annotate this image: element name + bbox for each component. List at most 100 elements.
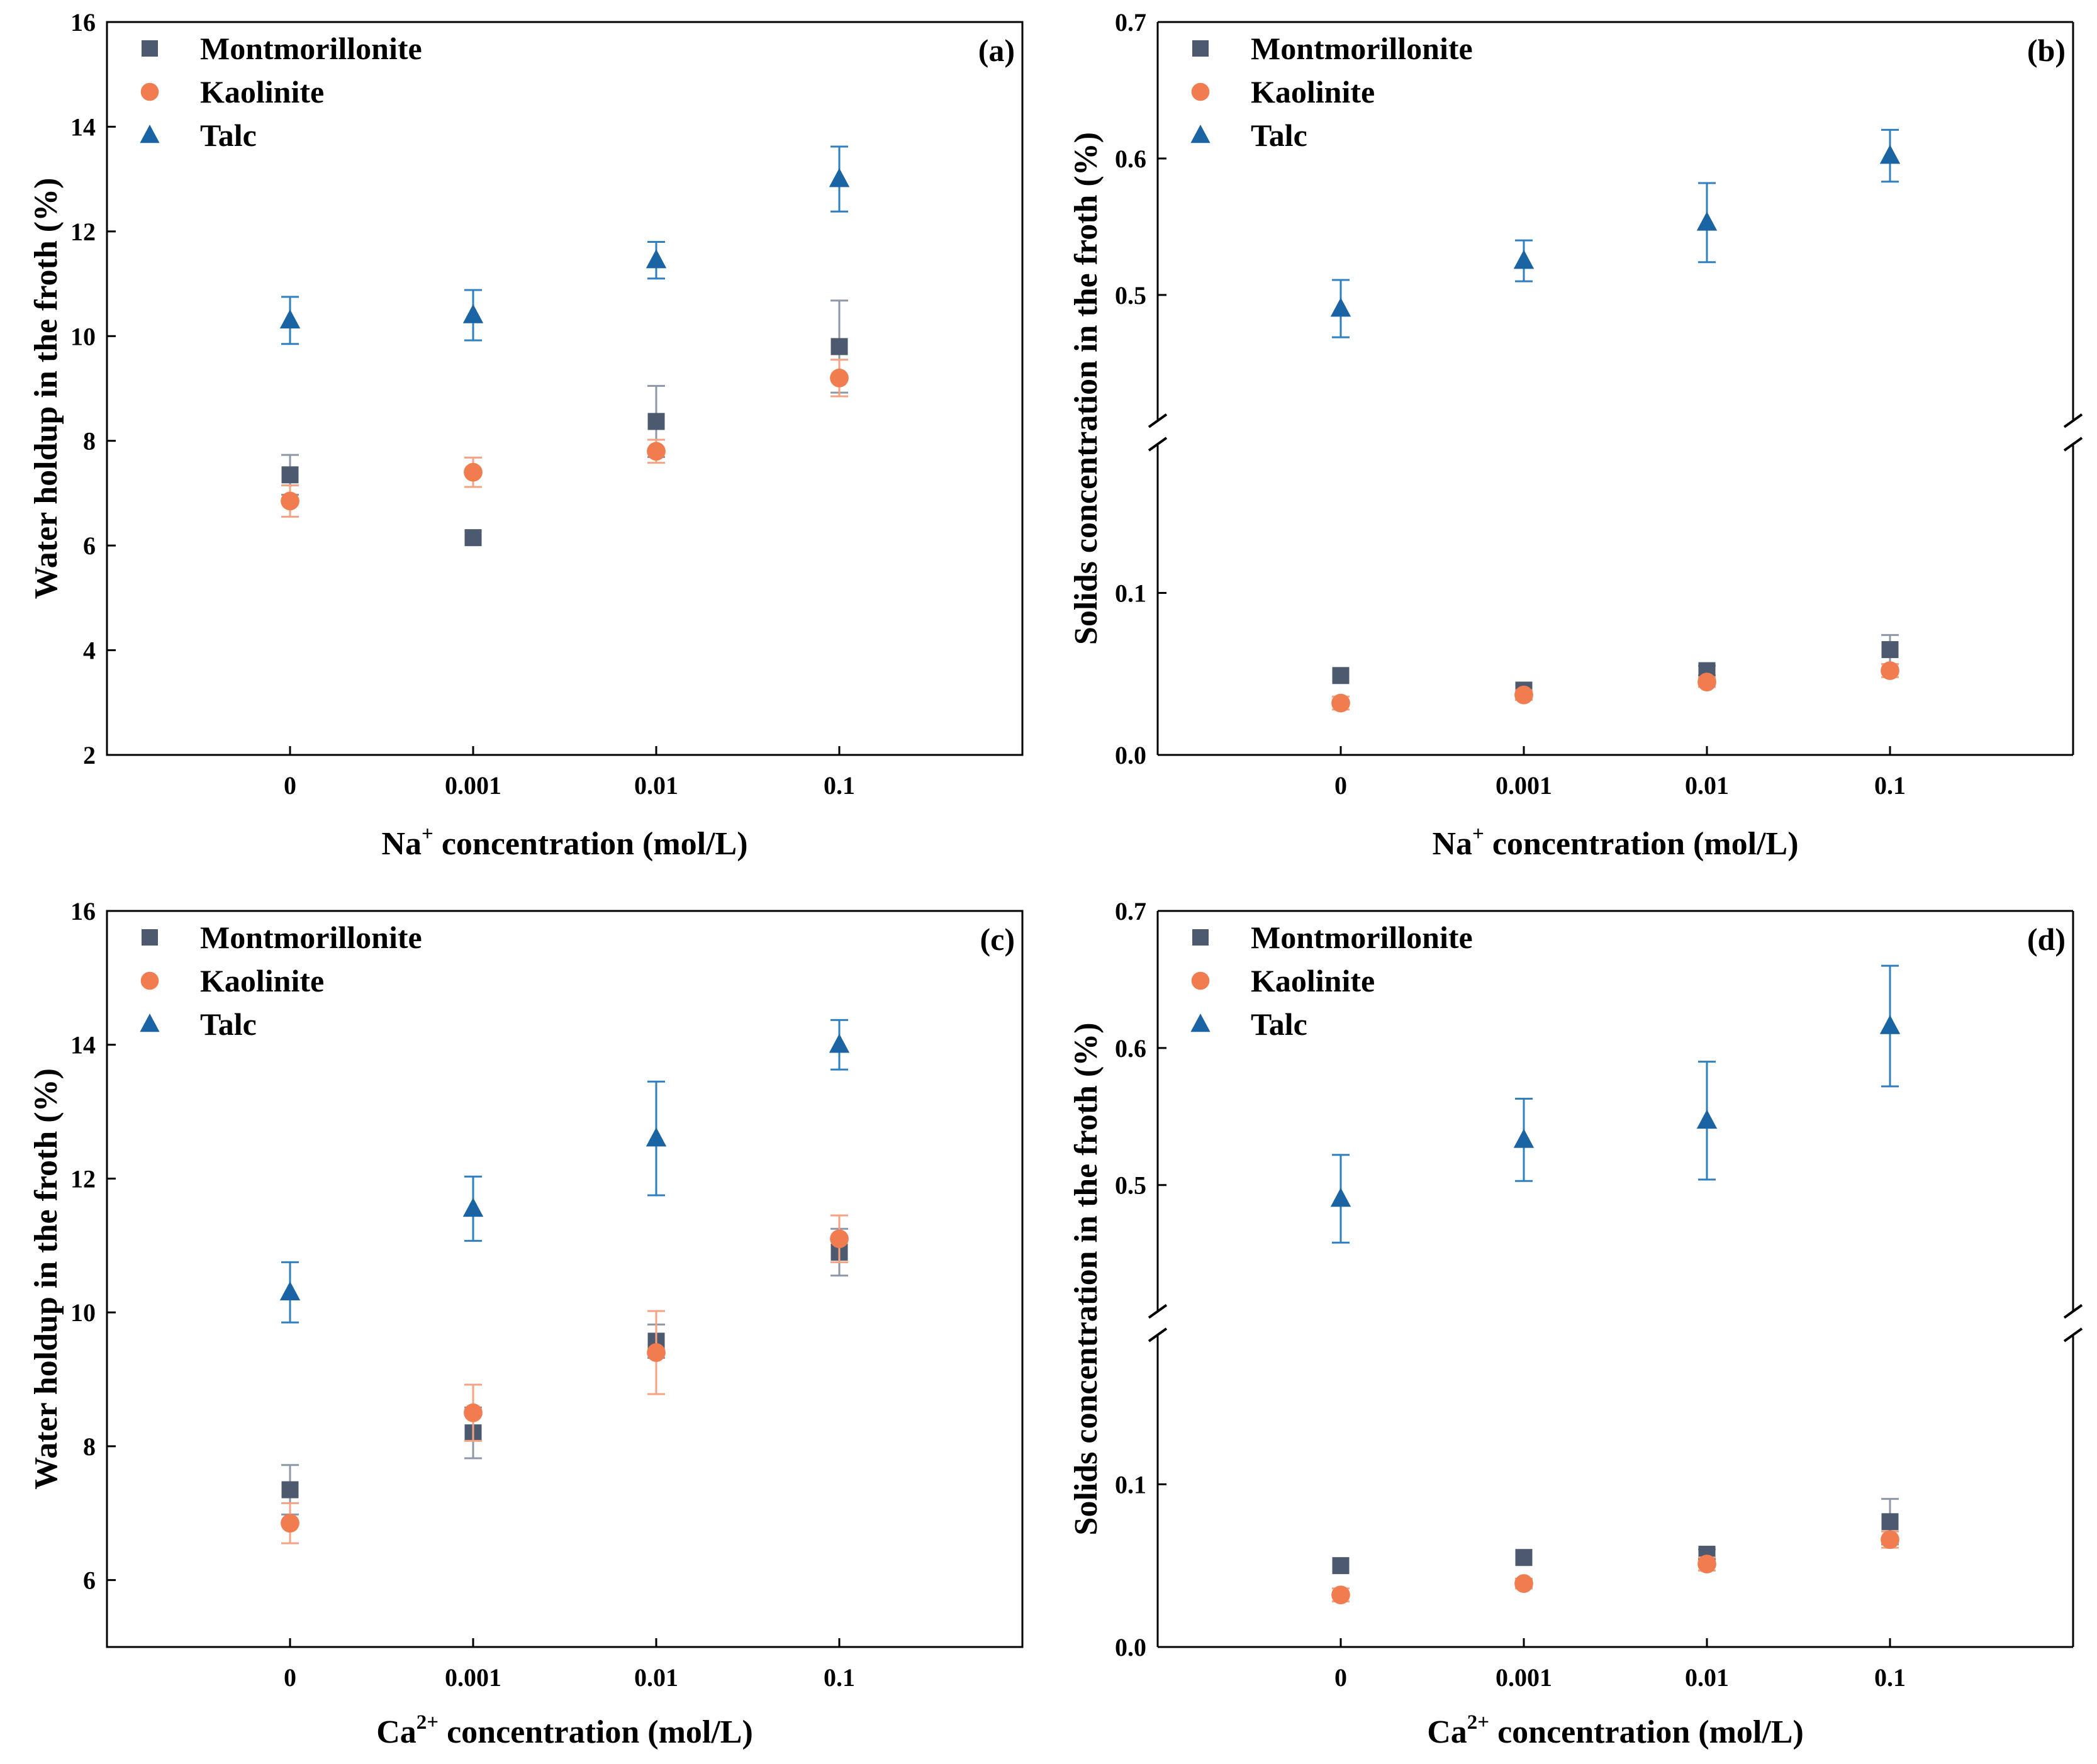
legend: Montmorillonite Kaolinite Talc: [140, 920, 422, 1042]
y-tick-label: 8: [83, 1432, 96, 1461]
y-tick-label: 10: [70, 1298, 96, 1327]
triangle-marker-icon: [1190, 1013, 1211, 1032]
data-point: [1881, 661, 1899, 680]
data-point: [1697, 673, 1716, 691]
data-point: [464, 1403, 483, 1422]
series-talc: [279, 145, 850, 345]
data-point: [1696, 211, 1718, 231]
data-point: [829, 1034, 850, 1053]
series-kaolinite: [281, 359, 849, 518]
data-point: [281, 1514, 299, 1533]
x-axis-title-rest: concentration (mol/L): [439, 1714, 753, 1750]
x-tick-label: 0.1: [1874, 1663, 1906, 1692]
legend-entry-montmorillonite: Montmorillonite: [1192, 31, 1473, 66]
plot-frame: [106, 910, 1024, 1648]
square-marker-icon: [1192, 40, 1209, 57]
y-tick-label: 0.7: [1115, 897, 1146, 925]
legend-entry-kaolinite: Kaolinite: [140, 963, 324, 998]
chart-panel-c: 6 8 10 12 14 16 0 0.001 0.01 0.1 Ca2+ concentratio…: [28, 897, 1024, 1750]
data-point: [646, 1127, 667, 1147]
square-marker-icon: [1192, 929, 1209, 946]
x-axis-title: Na+ concentration (mol/L): [1432, 823, 1798, 862]
legend-label: Talc: [200, 118, 257, 153]
data-point: [646, 249, 667, 269]
circle-marker-icon: [140, 971, 159, 990]
legend-entry-talc: Talc: [140, 1007, 257, 1042]
x-tick-label: 0.001: [1496, 771, 1552, 800]
data-point: [1332, 667, 1350, 684]
axis-break-mark: [2063, 1327, 2083, 1343]
data-point: [830, 1229, 849, 1249]
legend-entry-talc: Talc: [1190, 1007, 1307, 1042]
data-point: [1697, 1555, 1716, 1573]
y-tick-label: 6: [83, 1566, 96, 1595]
y-tick-label: 16: [70, 897, 96, 925]
series-montmorillonite: [281, 1227, 848, 1516]
x-tick-label: 0.1: [1874, 771, 1906, 800]
data-point: [647, 413, 665, 430]
legend: Montmorillonite Kaolinite Talc: [1190, 31, 1473, 153]
data-point: [281, 466, 299, 484]
x-axis-title-ion: Na: [1432, 826, 1472, 862]
x-tick-label: 0.01: [1685, 771, 1729, 800]
series-montmorillonite: [1332, 634, 1899, 699]
y-tick-label: 0.5: [1115, 281, 1146, 310]
y-tick-label: 0.1: [1115, 1470, 1146, 1499]
y-axis-title: Water holdup in the froth (%): [28, 178, 64, 600]
data-point: [462, 304, 484, 323]
plot-frame: [1148, 21, 2083, 756]
legend-entry-kaolinite: Kaolinite: [140, 74, 324, 109]
data-point: [281, 491, 299, 511]
square-marker-icon: [142, 929, 158, 946]
axis-break-mark: [1148, 413, 1168, 428]
data-point: [1331, 693, 1350, 713]
data-point: [464, 462, 483, 482]
series-talc: [279, 1019, 850, 1324]
y-tick-label: 2: [83, 741, 96, 769]
axis-break-mark: [2063, 437, 2083, 452]
legend-label: Montmorillonite: [200, 920, 422, 955]
y-tick-label: 6: [83, 532, 96, 560]
x-tick-label: 0: [284, 1663, 296, 1692]
legend-label: Kaolinite: [1251, 74, 1375, 109]
legend-entry-montmorillonite: Montmorillonite: [1192, 920, 1473, 955]
legend-label: Kaolinite: [200, 74, 324, 109]
legend-label: Montmorillonite: [1251, 31, 1473, 66]
x-tick-label: 0.1: [824, 1663, 855, 1692]
legend-entry-talc: Talc: [140, 118, 257, 153]
x-axis-title-rest: concentration (mol/L): [1489, 1714, 1804, 1750]
series-kaolinite: [281, 1214, 849, 1544]
series-montmorillonite: [281, 299, 848, 547]
y-axis-title: Water holdup in the froth (%): [28, 1068, 64, 1490]
circle-marker-icon: [1191, 82, 1210, 101]
axis-break-mark: [1148, 1327, 1168, 1343]
y-tick-label: 0.5: [1115, 1171, 1146, 1200]
series-kaolinite: [1331, 1530, 1899, 1605]
x-axis-title-rest: concentration (mol/L): [1484, 826, 1799, 862]
x-axis-title: Na+ concentration (mol/L): [381, 823, 747, 862]
y-tick-label: 14: [70, 113, 96, 141]
data-point: [1696, 1109, 1718, 1129]
axis-break-mark: [2063, 413, 2083, 428]
data-point: [830, 369, 849, 388]
panel-label: (d): [2027, 922, 2066, 957]
data-point: [1513, 250, 1535, 269]
triangle-marker-icon: [140, 1013, 160, 1032]
x-axis-title-ion: Na: [381, 826, 422, 862]
legend-label: Talc: [1251, 118, 1307, 153]
y-tick-label: 4: [83, 637, 96, 665]
data-point: [1330, 1187, 1351, 1207]
y-tick-label: 12: [70, 218, 96, 246]
data-point: [1331, 1585, 1350, 1605]
legend-label: Talc: [200, 1007, 257, 1042]
legend-entry-talc: Talc: [1190, 118, 1307, 153]
data-point: [464, 529, 482, 547]
y-tick-label: 0.1: [1115, 579, 1146, 607]
data-point: [647, 1343, 666, 1362]
x-tick-label: 0.01: [634, 1663, 678, 1692]
y-tick-label: 10: [70, 322, 96, 350]
y-tick-label: 0.0: [1115, 1633, 1146, 1661]
y-tick-label: 0.6: [1115, 145, 1146, 173]
legend-entry-montmorillonite: Montmorillonite: [142, 920, 422, 955]
x-tick-label: 0.01: [1685, 1663, 1729, 1692]
